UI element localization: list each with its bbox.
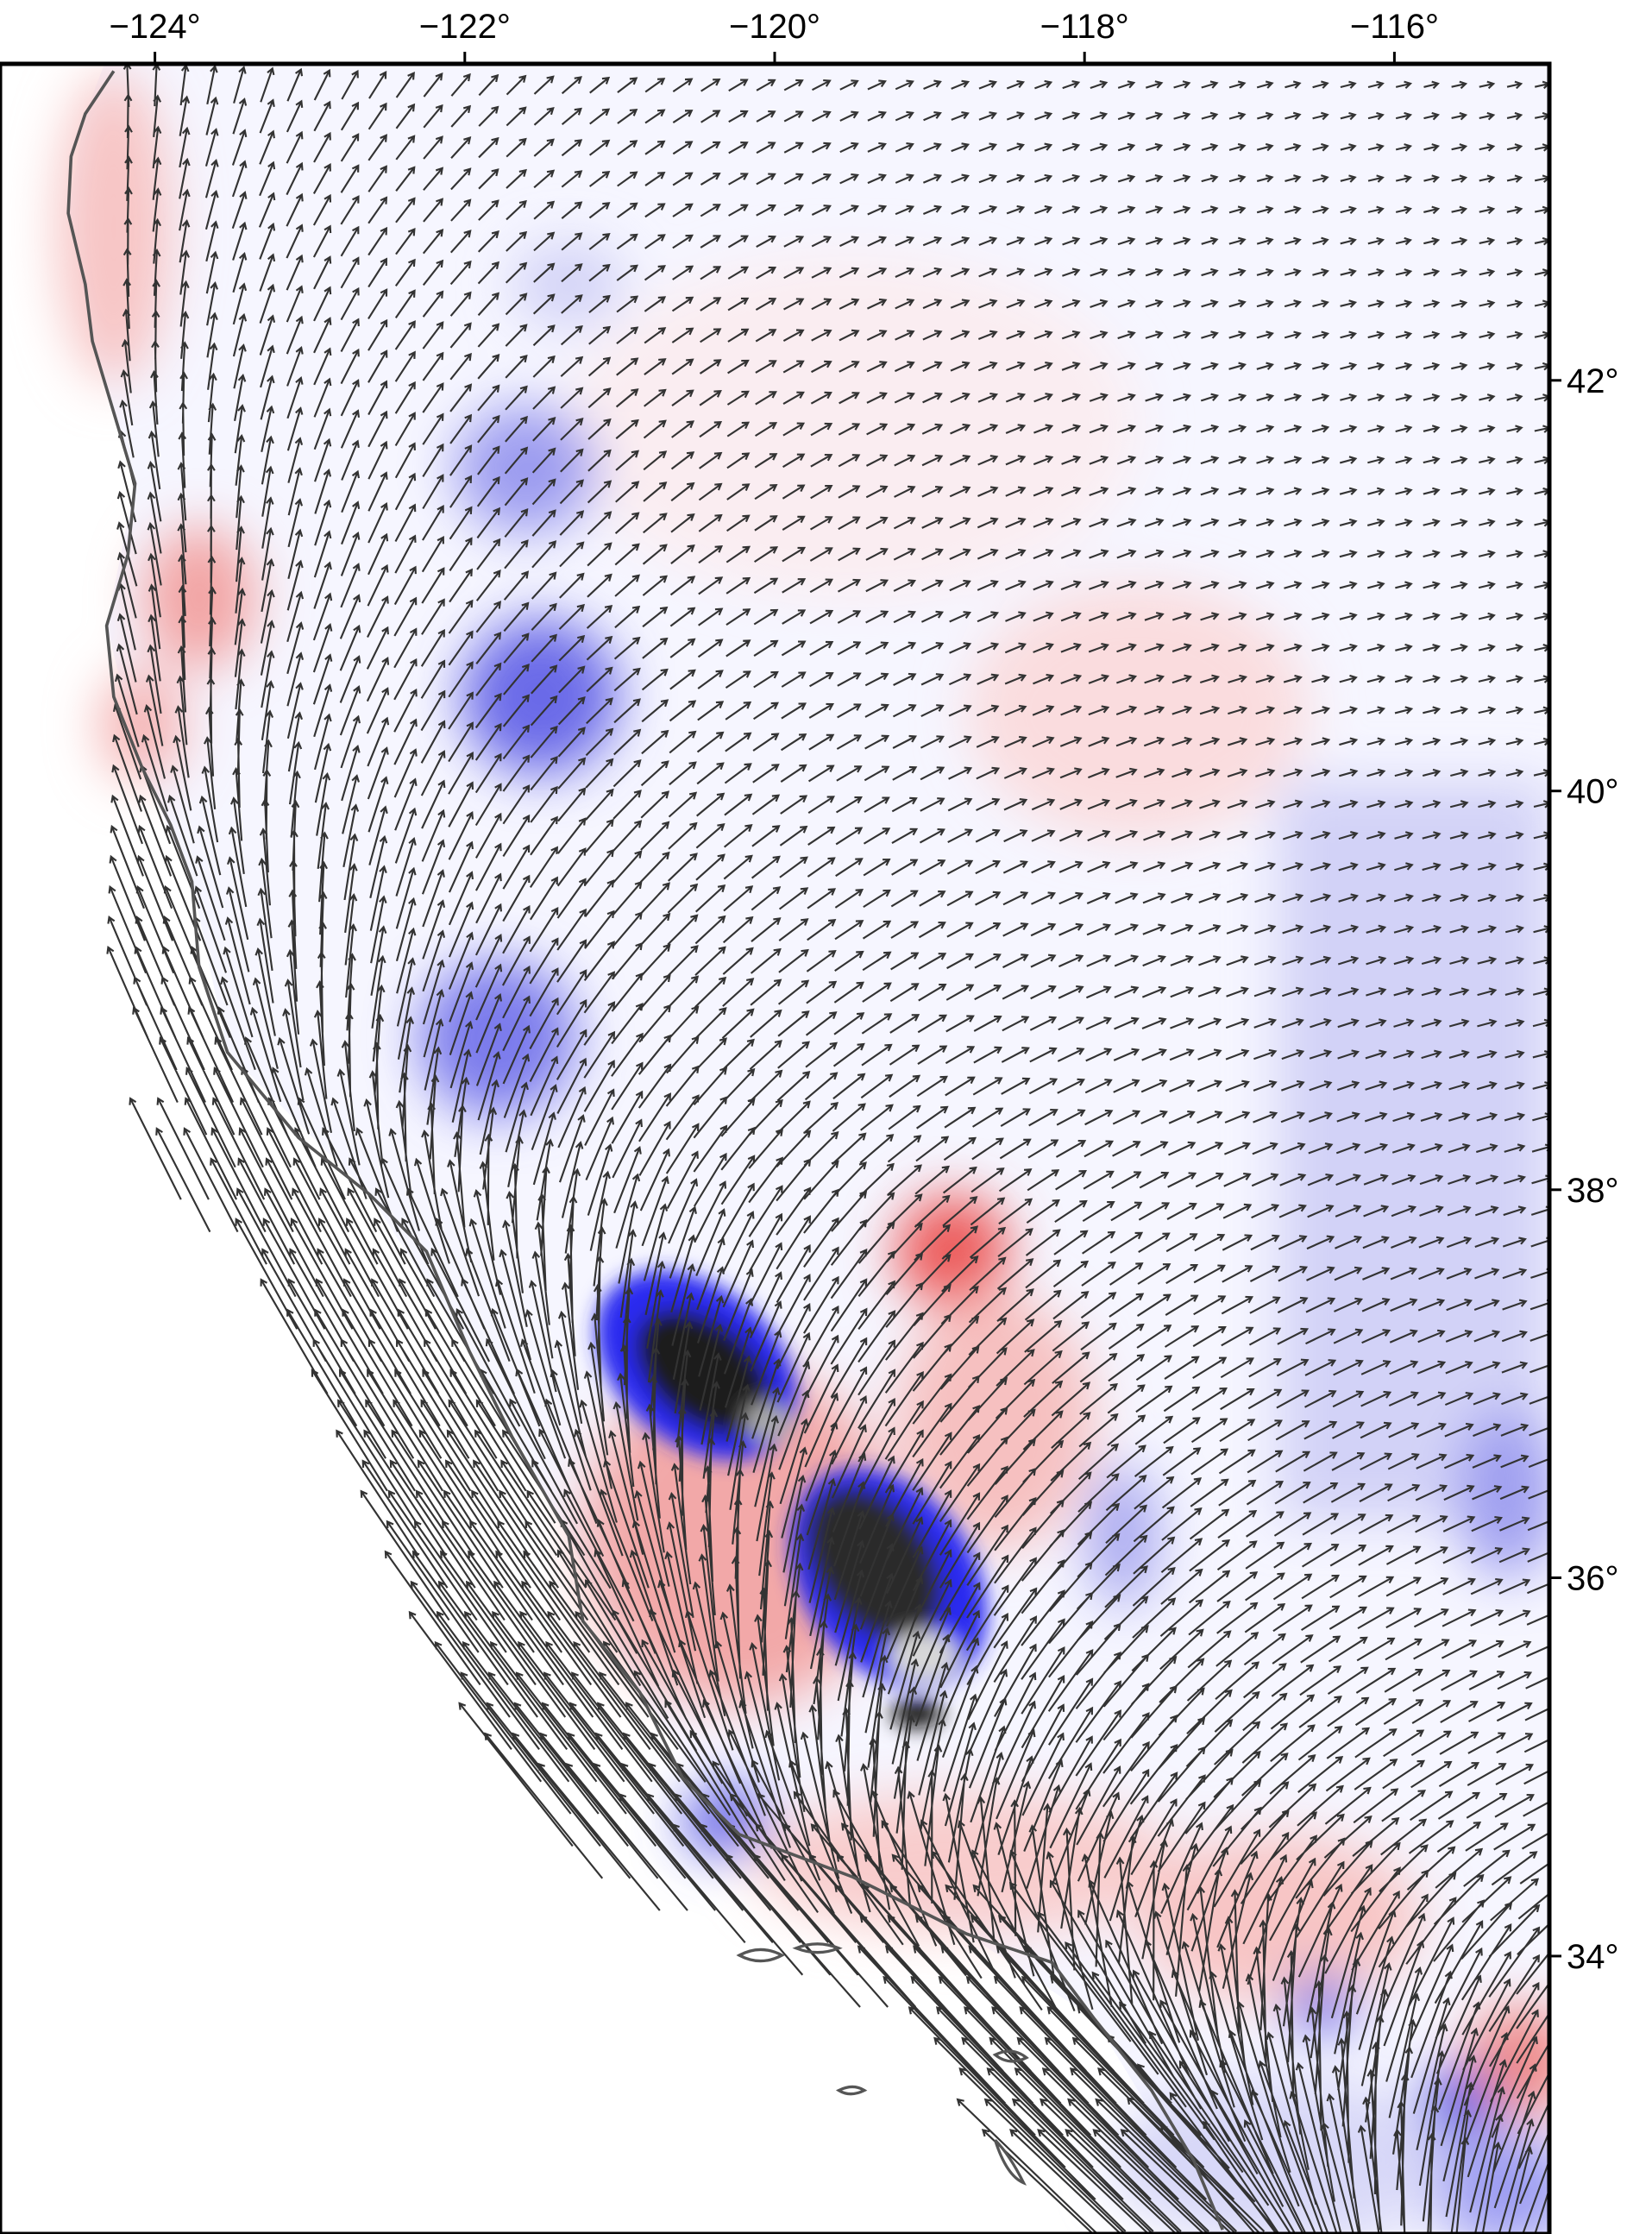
arrows [106, 64, 1549, 2234]
y-tick-label: 34° [1567, 1938, 1619, 1976]
map-area [0, 64, 1549, 2234]
ticks: −124° −122° −120° −118° −116° 42° 40° 38° 36° 34° [110, 8, 1619, 1976]
x-tick-label: −120° [729, 8, 820, 46]
x-tick-label: −118° [1040, 8, 1129, 46]
y-tick-label: 40° [1567, 773, 1619, 811]
y-tick-label: 36° [1567, 1560, 1619, 1598]
velocity-arrows [106, 64, 1549, 2234]
coastline [66, 70, 1224, 2231]
x-tick-label: −122° [419, 8, 511, 46]
y-tick-label: 38° [1567, 1172, 1619, 1210]
x-tick-label: −124° [110, 8, 201, 46]
ocean [0, 64, 1223, 2231]
y-tick-label: 42° [1567, 362, 1619, 400]
field [0, 64, 1549, 2234]
x-tick-label: −116° [1350, 8, 1439, 46]
anomaly [595, 1270, 988, 1728]
islands [736, 1942, 1029, 2186]
